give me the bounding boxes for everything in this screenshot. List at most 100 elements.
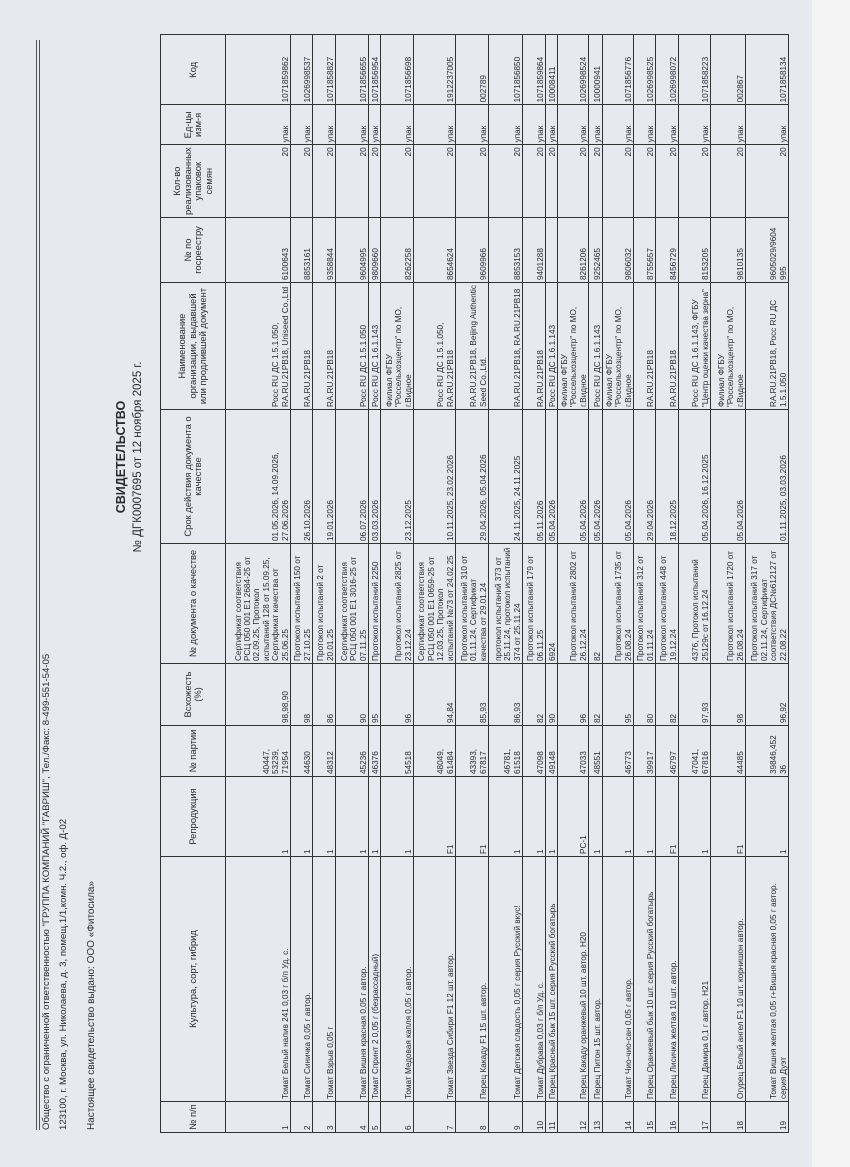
cell-lot: 39917	[633, 725, 656, 777]
cell-quality-doc: Протокол испытаний 317 от 02.11.24, Серт…	[745, 543, 789, 664]
cell-registry-no: 8755657	[633, 217, 656, 283]
cell-quality-doc: Сертификат соответствия РСЦ 050 001 E1 0…	[413, 543, 456, 664]
cell-lot: 44630	[290, 725, 313, 777]
cell-code: 1071859862	[225, 34, 291, 105]
cell-num: 2	[290, 1101, 313, 1133]
cell-registry-no: 9806032	[602, 217, 634, 283]
cell-quantity: 20	[655, 144, 679, 218]
cell-code: 10008411	[545, 34, 558, 105]
cell-germination: 97,93	[678, 663, 711, 726]
cell-quantity: 20	[455, 144, 489, 218]
cell-unit: упак	[368, 104, 381, 145]
cell-lot: 46781, 61518	[488, 725, 523, 777]
cell-registry-no	[545, 217, 558, 283]
cell-code: 002789	[455, 34, 489, 105]
cell-unit: упак	[290, 104, 313, 145]
cell-validity: 18.12.2025	[655, 409, 679, 544]
cell-organization: Росс RU ДС 1.5.1.050	[335, 282, 369, 410]
cell-germination: 95	[368, 663, 381, 726]
cell-quality-doc: 4376, Протокол испытаний 25129с от 16.12…	[678, 543, 711, 664]
cell-quantity: 20	[380, 144, 414, 218]
cell-organization: Росс RU ДС 1.6.1.143, ФГБУ "Центр оценки…	[678, 282, 711, 410]
cell-quantity: 20	[522, 144, 546, 218]
cell-culture: Перец Какаду F1 15 шт. автор.	[455, 856, 489, 1102]
cell-culture: Томат Чио-чио-сан 0,05 г автор.	[602, 856, 634, 1102]
cell-germination: 96	[557, 663, 589, 726]
cell-code: 1071858134	[745, 34, 789, 105]
cell-reproduction: F1	[413, 776, 456, 857]
cell-registry-no: 9810135	[710, 217, 746, 283]
cell-quality-doc: Сертификат соответствия РСЦ 050 001 E1 3…	[335, 543, 369, 664]
cell-unit: упак	[710, 104, 746, 145]
table-row: 5 Томат Спринт 2 0,05 г (безрассадный) 1 46…	[368, 34, 381, 1133]
cell-organization: Росс RU ДС 1.6.1.143	[368, 282, 381, 410]
cell-unit: упак	[335, 104, 369, 145]
table-header-row: № п/п Культура, сорт, гибрид Репродукция № …	[160, 34, 226, 1133]
cell-validity: 05.04.2026	[588, 409, 603, 544]
cell-validity: 05.04.2026	[602, 409, 634, 544]
cell-culture: Перец Оранжевый бык 10 шт. серия Русский…	[633, 856, 656, 1102]
column-header-quality-doc: № документа о качестве	[160, 543, 226, 664]
column-header-culture: Культура, сорт, гибрид	[160, 856, 226, 1102]
cell-registry-no: 8262258	[380, 217, 414, 283]
cell-quantity: 20	[557, 144, 589, 218]
cell-quality-doc: Сертификат соответствия РСЦ 050 001 E1 2…	[225, 543, 291, 664]
cell-reproduction: 1	[488, 776, 523, 857]
cell-germination: 85,93	[455, 663, 489, 726]
cell-unit: упак	[588, 104, 603, 145]
cell-reproduction: 1	[225, 776, 291, 857]
cell-reproduction: 1	[290, 776, 313, 857]
cell-lot: 47098	[522, 725, 546, 777]
table-row: 11 Перец Красный бык 15 шт. серия Русский…	[545, 34, 558, 1133]
cell-validity: 05.04.2026	[710, 409, 746, 544]
cell-validity: 05.04.2026	[557, 409, 589, 544]
cell-quantity: 20	[312, 144, 336, 218]
cell-lot: 44485	[710, 725, 746, 777]
cell-lot: 46797	[655, 725, 679, 777]
cell-germination: 98,98,90	[225, 663, 291, 726]
cell-reproduction: 1	[335, 776, 369, 857]
cell-code: 002867	[710, 34, 746, 105]
cell-reproduction: 1	[380, 776, 414, 857]
cell-num: 9	[488, 1101, 523, 1133]
table-row: 10 Томат Дубрава 0,03 г б/п Уд. с. 1 47098 8…	[522, 34, 546, 1133]
table-row: 7 Томат Звезда Сибири F1 12 шт. автор. F1 4…	[413, 34, 456, 1133]
cell-validity: 26.10.2026	[290, 409, 313, 544]
cell-reproduction: 1	[522, 776, 546, 857]
table-row: 18 Огурец Белый ангел F1 10 шт. корнишон …	[710, 34, 746, 1133]
cell-culture: Томат Дубрава 0,03 г б/п Уд. с.	[522, 856, 546, 1102]
cell-validity: 10.11.2025, 23.02.2026	[413, 409, 456, 544]
cell-num: 13	[588, 1101, 603, 1133]
cell-organization: Филиал ФГБУ "Россельхозцентр" по МО, г.В…	[710, 282, 746, 410]
cell-unit: упак	[522, 104, 546, 145]
cell-germination: 80	[633, 663, 656, 726]
cell-reproduction: 1	[745, 776, 789, 857]
cell-quantity: 20	[488, 144, 523, 218]
cell-num: 15	[633, 1101, 656, 1133]
cell-num: 19	[745, 1101, 789, 1133]
cell-lot: 45236	[335, 725, 369, 777]
cell-culture: Томат Спринт 2 0,05 г (безрассадный)	[368, 856, 381, 1102]
cell-organization: RA.RU.21PB18	[312, 282, 336, 410]
cell-num: 16	[655, 1101, 679, 1133]
table-row: 6 Томат Медовая капля 0,05 г автор. 1 54518…	[380, 34, 414, 1133]
cell-quality-doc: протокол испытаний 373 от 25.11.24, прот…	[488, 543, 523, 664]
cell-quality-doc: Протокол испытаний 312 от 01.11.24	[633, 543, 656, 664]
cell-germination: 86,93	[488, 663, 523, 726]
cell-quality-doc: 82	[588, 543, 603, 664]
scan-margin	[812, 0, 850, 1167]
cell-code: 1071858827	[312, 34, 336, 105]
column-header-validity: Срок действия документа о качестве	[160, 409, 226, 544]
cell-unit: упак	[678, 104, 711, 145]
cell-validity: 29.04.2026	[633, 409, 656, 544]
cell-registry-no: 9605029/9604 995	[745, 217, 789, 283]
cell-code: 1071859864	[522, 34, 546, 105]
cell-quality-doc: Протокол испытаний 2 от 20.01.25	[312, 543, 336, 664]
table-row: 4 Томат Вишня красная 0,05 г автор. 1 45236…	[335, 34, 369, 1133]
cell-unit: упак	[602, 104, 634, 145]
cell-germination: 90	[545, 663, 558, 726]
cell-registry-no: 8853161	[290, 217, 313, 283]
cell-quantity: 20	[413, 144, 456, 218]
cell-lot: 48312	[312, 725, 336, 777]
